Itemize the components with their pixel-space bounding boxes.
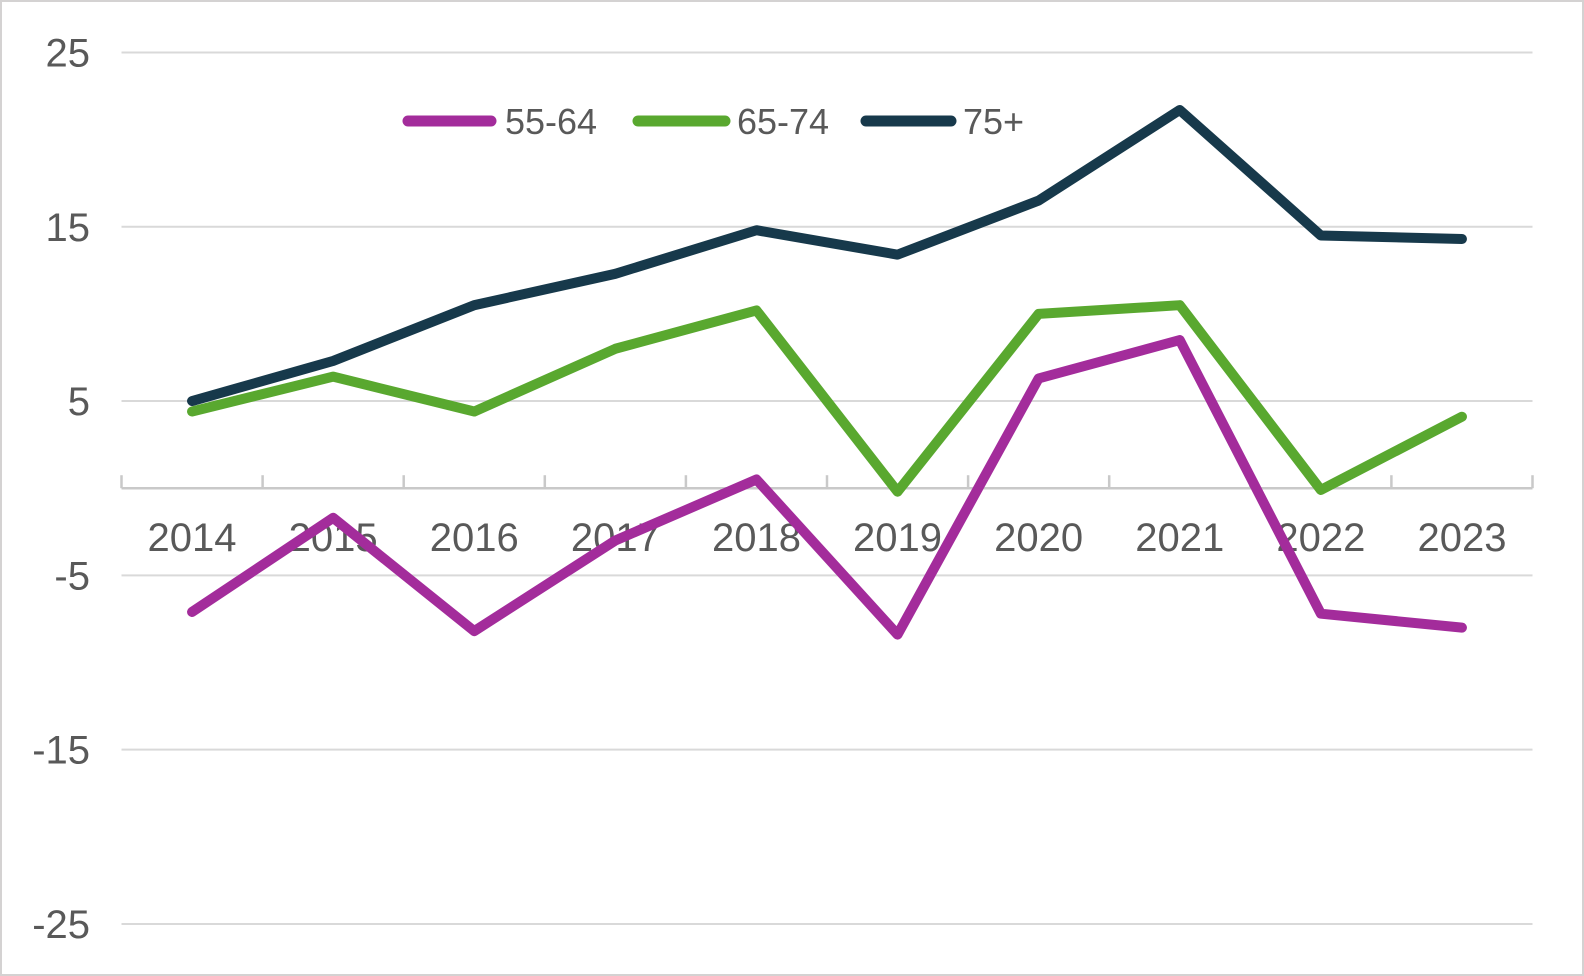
x-axis-year-label: 2021	[1135, 516, 1224, 560]
series-line-55-64	[187, 335, 1467, 640]
series-line-65-74	[187, 300, 1467, 497]
x-axis-year-label: 2019	[853, 516, 942, 560]
x-axis-year-label: 2020	[994, 516, 1083, 560]
y-axis-tick-label: 5	[68, 380, 90, 424]
y-axis-tick-label: 25	[46, 31, 91, 75]
x-axis-year-label: 2014	[148, 516, 237, 560]
x-axis-year-label: 2016	[430, 516, 519, 560]
x-axis-year-label: 2018	[712, 516, 801, 560]
legend-label-55-64: 55-64	[505, 101, 597, 142]
legend-label-65-74: 65-74	[737, 101, 829, 142]
y-axis-tick-label: -5	[54, 554, 90, 598]
x-axis-year-label: 2023	[1417, 516, 1506, 560]
y-axis-tick-label: -25	[32, 903, 90, 947]
legend-label-75+: 75+	[963, 101, 1024, 142]
series-line-75+	[187, 104, 1467, 407]
y-axis-tick-label: -15	[32, 729, 90, 773]
y-axis-tick-label: 15	[46, 206, 91, 250]
